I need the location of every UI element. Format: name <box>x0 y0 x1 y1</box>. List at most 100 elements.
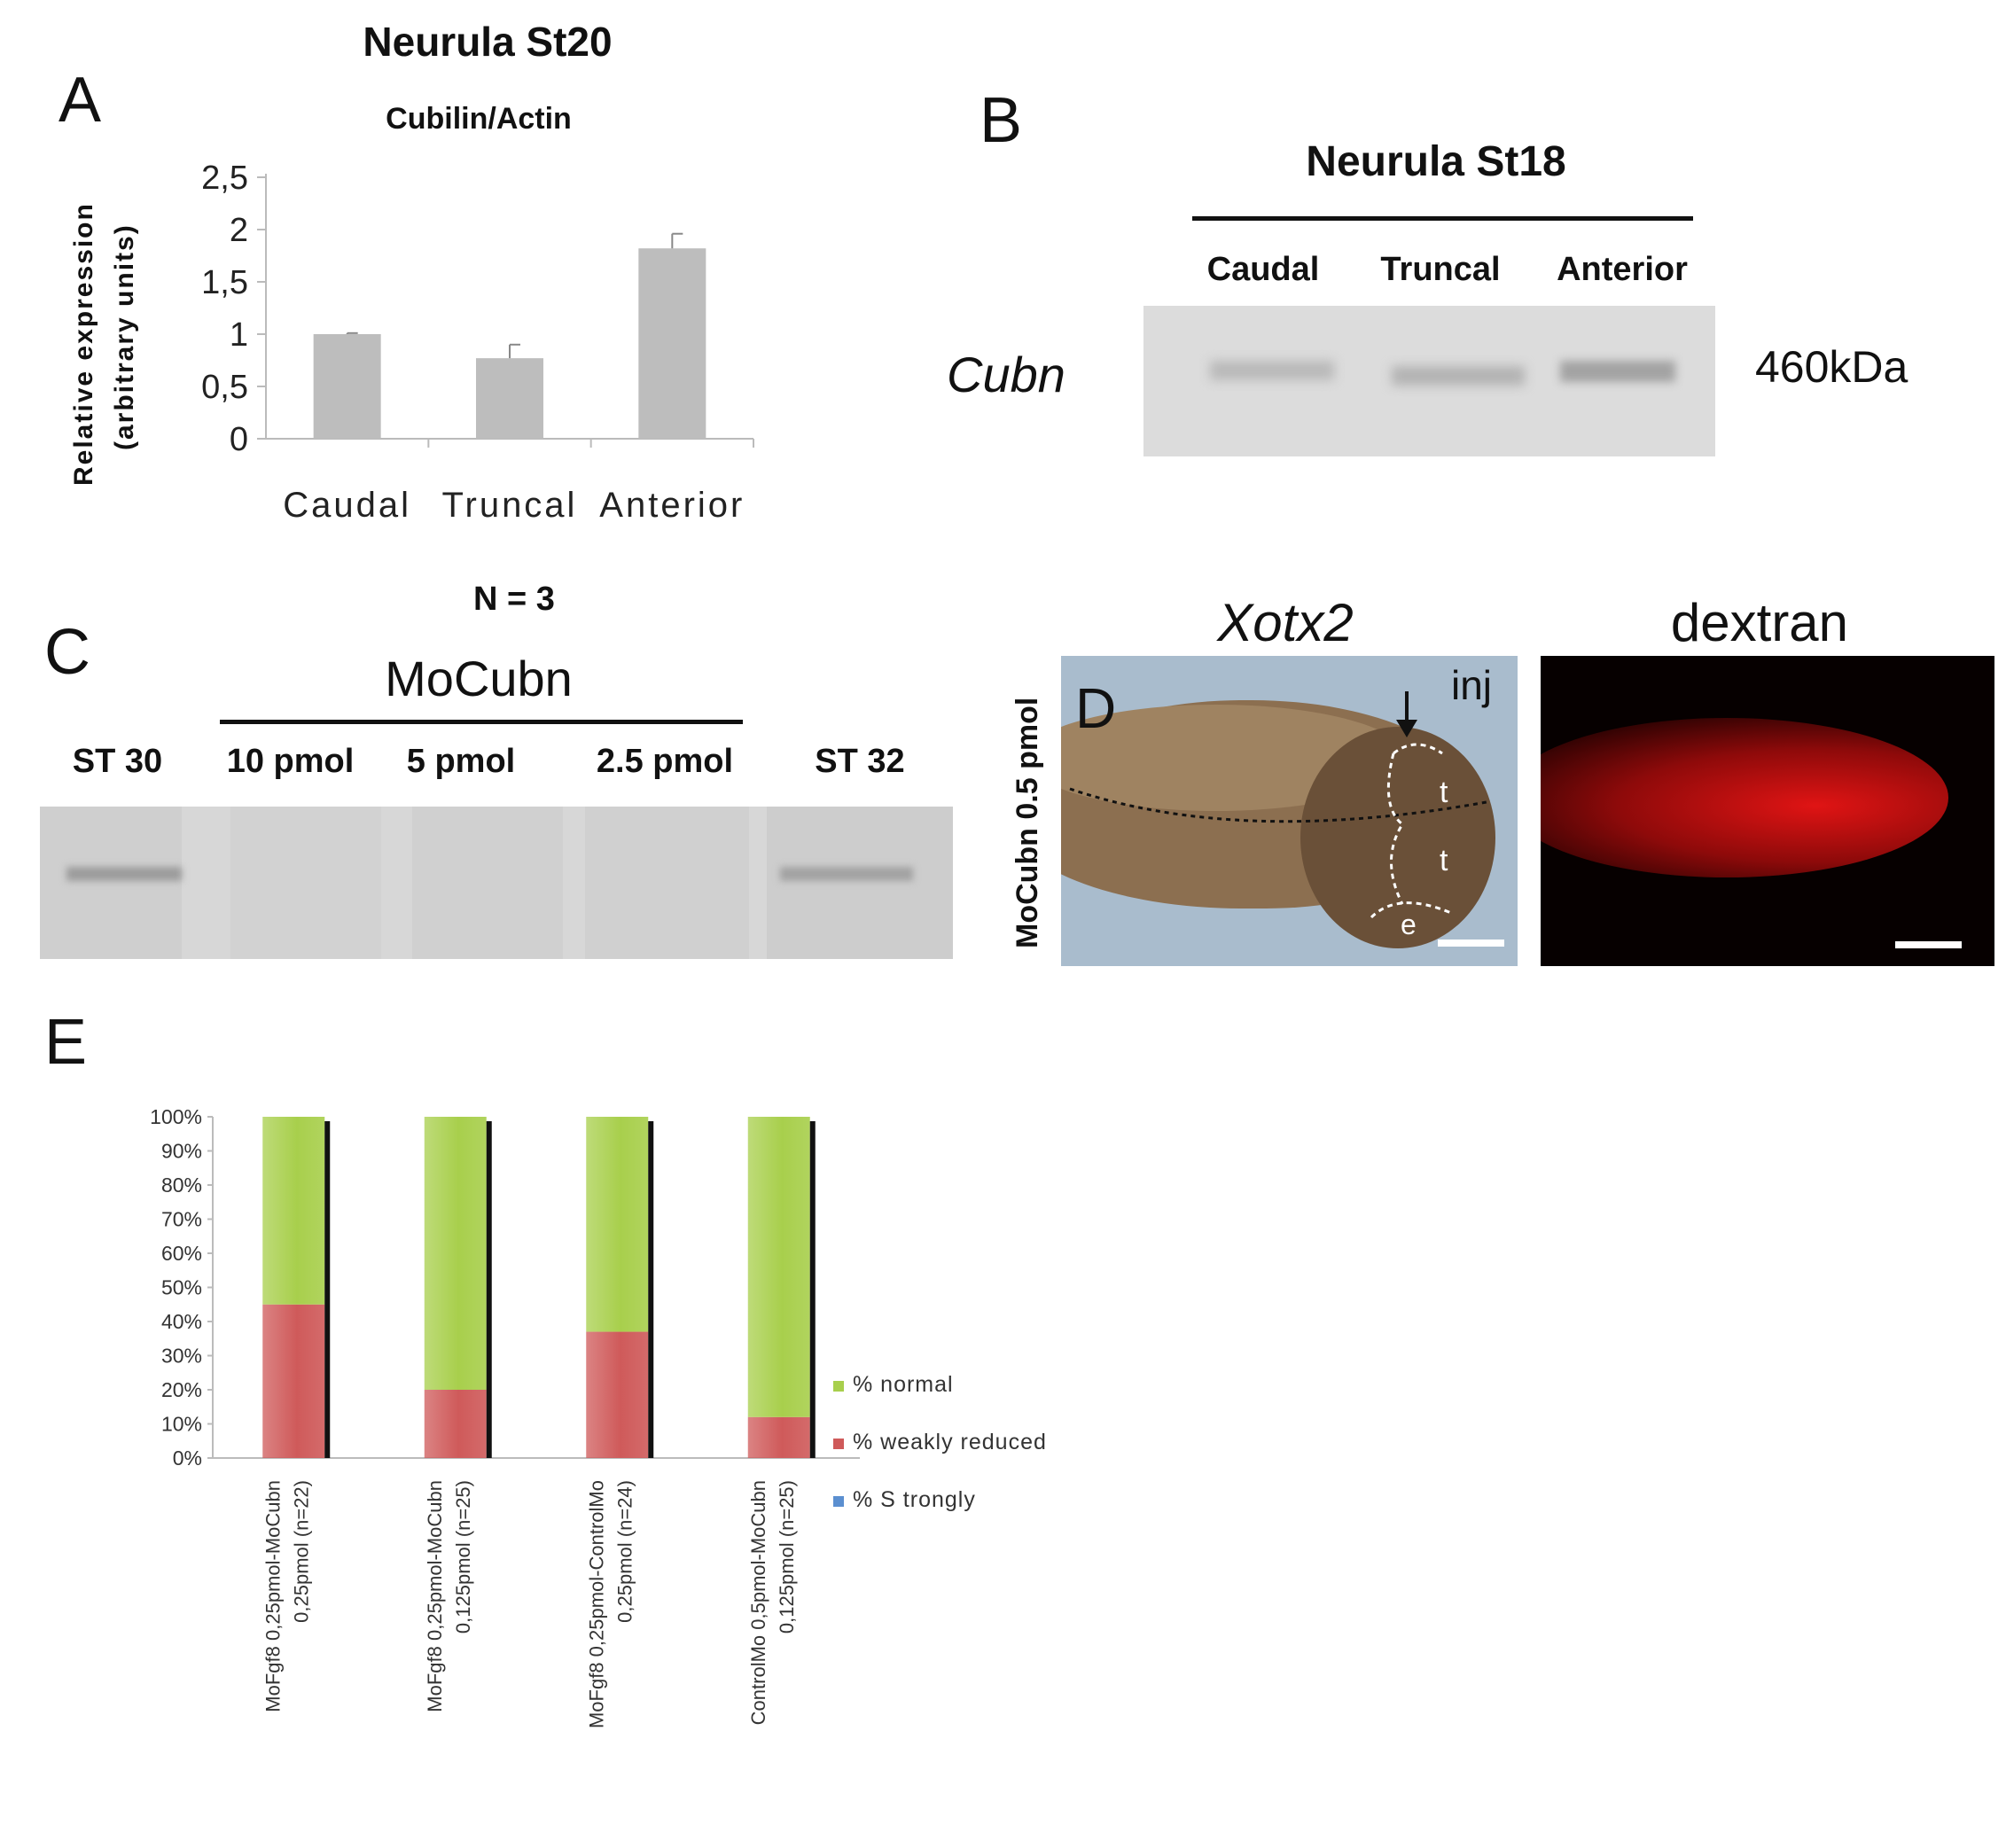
panel-c-lane-10pmol: 10 pmol <box>226 743 355 780</box>
panel-a-n-note: N = 3 <box>473 581 555 618</box>
embryo-outlines <box>1069 691 1504 947</box>
panel-a-ytick-label: 1 <box>230 316 248 354</box>
dextran-signal <box>1541 718 1948 877</box>
panel-d-dextran-micrograph <box>1541 656 1994 966</box>
panel-e-ytick-label: 10% <box>161 1413 202 1436</box>
panel-e-ytick-label: 30% <box>161 1345 202 1368</box>
panel-d-inj-label: inj <box>1451 662 1493 708</box>
panel-e-legend-label: % weakly reduced <box>853 1430 1047 1454</box>
panel-d-xotx2-micrograph: D inj t t e <box>1061 656 1518 966</box>
dextran-scale-bar <box>1895 941 1962 948</box>
blot-band-truncal <box>1392 366 1525 386</box>
panel-d-label-dextran: dextran <box>1670 593 1849 652</box>
panel-b-protein-label: Cubn <box>947 347 1065 402</box>
panel-a-category-label: Caudal <box>283 486 411 525</box>
panel-e-letter: E <box>44 1007 88 1078</box>
panel-e-category-label: 0,25pmol (n=22) <box>290 1480 312 1623</box>
panel-a-subtitle: Cubilin/Actin <box>386 102 572 136</box>
panel-a-plot: 0 0,5 1 1,5 2 2,5 Caudal Truncal Anterior <box>201 160 754 525</box>
panel-a-ylabel-line2: (arbitrary units) <box>110 223 139 450</box>
panel-e-category-label: 0,125pmol (n=25) <box>776 1480 798 1634</box>
panel-b-lane-caudal: Caudal <box>1206 251 1320 288</box>
embryo-head <box>1300 727 1495 948</box>
panel-d-label-xotx2: Xotx2 <box>1217 593 1354 652</box>
panel-b-lane-anterior: Anterior <box>1557 251 1688 288</box>
blot-lane-10pmol <box>230 807 381 959</box>
panel-e-ytick-label: 50% <box>161 1276 202 1299</box>
blot-lane-st32 <box>767 807 953 959</box>
panel-a-ylabel-line1: Relative expression <box>69 202 98 486</box>
panel-a-ytick-label: 0,5 <box>201 369 248 406</box>
panel-e-bar-edge <box>486 1121 492 1458</box>
panel-a-category-label: Anterior <box>599 486 745 525</box>
panel-b-title: Neurula St18 <box>1306 138 1566 185</box>
panel-a-ytick-label: 2,5 <box>201 160 248 197</box>
blot-band-st32 <box>780 867 913 881</box>
panel-e-legend-swatch <box>833 1439 844 1449</box>
panel-e-bar-segment <box>586 1117 649 1332</box>
panel-e-category-label: MoFgf8 0,25pmol-MoCubn <box>261 1480 284 1712</box>
panel-c-group-label: MoCubn <box>385 651 573 706</box>
panel-e-legend-swatch <box>833 1496 844 1507</box>
panel-a-ytick-label: 1,5 <box>201 264 248 301</box>
panel-a-bar <box>313 334 381 439</box>
panel-b-letter: B <box>980 85 1023 156</box>
panel-e-category-label: 0,125pmol (n=25) <box>452 1480 474 1634</box>
panel-e-legend-label: % normal <box>853 1372 954 1397</box>
panel-e-bar-edge <box>809 1121 816 1458</box>
panel-e-bar-segment <box>262 1304 325 1458</box>
region-t-lower: t <box>1440 844 1448 877</box>
panel-a-letter: A <box>59 65 102 136</box>
panel-a-chart: 0 0,5 1 1,5 2 2,5 Caudal Truncal Anterior <box>201 160 754 525</box>
panel-a-bar <box>638 248 706 439</box>
panel-a-ytick-label: 2 <box>230 212 248 249</box>
panel-e-ytick-label: 100% <box>150 1105 202 1128</box>
blot-lane-2-5pmol <box>585 807 749 959</box>
panel-d-side-label: MoCubn 0.5 pmol <box>1011 697 1044 948</box>
panel-e-bar-segment <box>424 1390 487 1458</box>
region-e: e <box>1401 908 1417 940</box>
blot-band-anterior <box>1560 361 1675 382</box>
blot-band-caudal <box>1210 361 1334 380</box>
panel-e-bar-edge <box>324 1121 331 1458</box>
panel-e-bar-segment <box>747 1416 810 1458</box>
panel-a-title: Neurula St20 <box>363 19 613 65</box>
panel-b-size-label: 460kDa <box>1755 342 1908 392</box>
panel-e-category-label: 0,25pmol (n=24) <box>613 1480 636 1623</box>
panel-e-chart: 0% 10% 20% 30% 40% 50% 60% 70% 80% 90% 100% MoFgf8 … <box>150 1105 1047 1728</box>
panel-b-western-blot <box>1143 306 1715 456</box>
blot-band-st30 <box>66 867 182 881</box>
panel-c-lane-st32: ST 32 <box>815 743 905 780</box>
panel-a-category-label: Truncal <box>442 486 578 525</box>
panel-c-western-blot <box>40 807 953 959</box>
panel-a-bar <box>476 358 543 439</box>
panel-e-plot: 0% 10% 20% 30% 40% 50% 60% 70% 80% 90% 100% MoFgf8 … <box>150 1105 1047 1728</box>
panel-b-title-rule <box>1192 216 1693 221</box>
panel-e-bar-segment <box>586 1331 649 1458</box>
panel-e-ytick-label: 0% <box>173 1446 202 1470</box>
panel-e-category-label: MoFgf8 0,25pmol-ControlMo <box>585 1480 607 1728</box>
panel-e-legend-swatch <box>833 1381 844 1392</box>
blot-lane-5pmol <box>412 807 563 959</box>
panel-e-bar-segment <box>262 1117 325 1305</box>
panel-e-bar-segment <box>747 1117 810 1417</box>
panel-e-bar-edge <box>648 1121 654 1458</box>
panel-e-bar-segment <box>424 1117 487 1390</box>
panel-e-category-label: ControlMo 0,5pmol-MoCubn <box>747 1480 769 1725</box>
panel-e-category-label: MoFgf8 0,25pmol-MoCubn <box>424 1480 446 1712</box>
panel-a-ytick-label: 0 <box>230 421 248 458</box>
panel-e-legend-label: % S trongly <box>853 1487 976 1512</box>
panel-c-group-rule <box>220 720 743 724</box>
panel-d-letter: D <box>1075 676 1117 740</box>
panel-c-lane-st30: ST 30 <box>72 743 163 780</box>
panel-e-ytick-label: 70% <box>161 1208 202 1231</box>
region-t-upper: t <box>1440 776 1448 809</box>
panel-e-ytick-label: 90% <box>161 1140 202 1163</box>
panel-e-ytick-label: 20% <box>161 1378 202 1401</box>
panel-e-ytick-label: 40% <box>161 1310 202 1333</box>
panel-e-ytick-label: 60% <box>161 1242 202 1265</box>
panel-c-lane-5pmol: 5 pmol <box>406 743 516 780</box>
blot-lane-st30 <box>40 807 182 959</box>
panel-e-ytick-label: 80% <box>161 1174 202 1197</box>
panel-c-letter: C <box>44 617 90 688</box>
